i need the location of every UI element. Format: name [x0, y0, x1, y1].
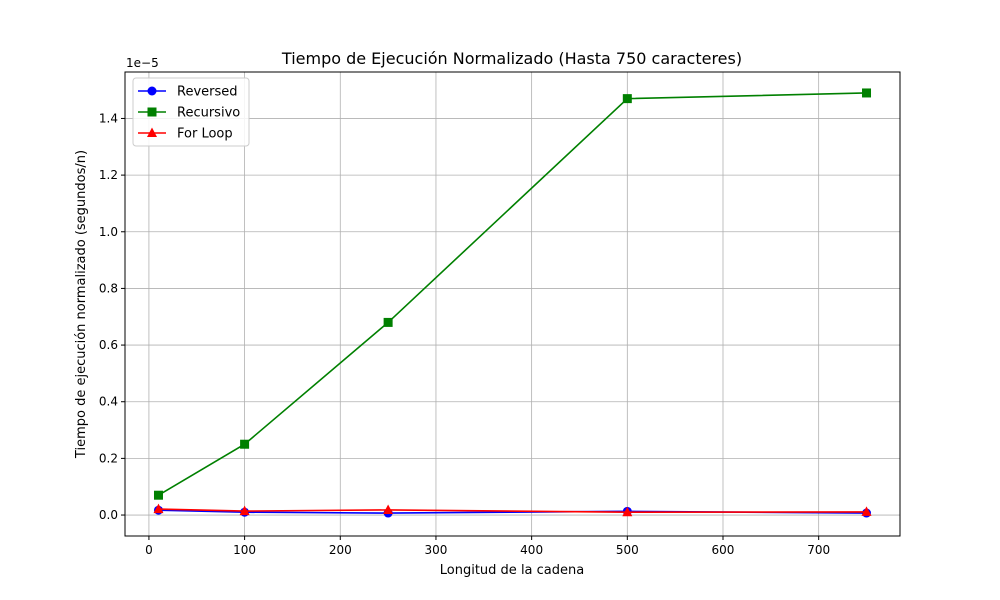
data-point-recursivo — [622, 94, 632, 104]
x-tick-label: 500 — [616, 543, 639, 557]
chart-title: Tiempo de Ejecución Normalizado (Hasta 7… — [281, 49, 742, 68]
y-tick-label: 0.0 — [99, 508, 118, 522]
legend: Reversed Recursivo For Loop — [132, 77, 250, 147]
y-tick-label: 1.2 — [99, 168, 118, 182]
x-tick-label: 200 — [329, 543, 352, 557]
x-axis-label: Longitud de la cadena — [440, 563, 584, 578]
y-tick-label: 1.0 — [99, 225, 118, 239]
y-axis-label: Tiempo de ejecución normalizado (segundo… — [74, 150, 89, 459]
legend-label-for-loop: For Loop — [177, 127, 233, 142]
grid-lines — [125, 72, 900, 536]
y-axis-ticks: 0.0 0.2 0.4 0.6 0.8 1.0 1.2 1.4 — [99, 111, 125, 522]
data-point-recursivo — [153, 490, 163, 500]
legend-marker-for-loop — [147, 127, 157, 137]
series-for-loop — [153, 503, 872, 517]
y-tick-label: 0.6 — [99, 338, 118, 352]
x-tick-label: 700 — [807, 543, 830, 557]
y-tick-label: 0.4 — [99, 395, 118, 409]
data-point-recursivo — [383, 317, 393, 327]
data-point-for-loop — [861, 506, 872, 516]
y-tick-label: 0.8 — [99, 281, 118, 295]
y-offset-label: 1e−5 — [126, 56, 159, 70]
legend-marker-reversed — [147, 86, 157, 96]
data-point-recursivo — [862, 88, 872, 98]
legend-label-recursivo: Recursivo — [177, 106, 240, 121]
data-point-for-loop — [622, 506, 633, 517]
y-tick-label: 1.4 — [99, 111, 118, 125]
data-point-for-loop — [383, 504, 394, 514]
x-tick-label: 0 — [145, 543, 153, 557]
series-recursivo — [153, 88, 872, 500]
data-point-for-loop — [239, 505, 250, 516]
series-line-recursivo — [158, 92, 867, 496]
series-layer — [153, 88, 872, 518]
legend-box — [132, 77, 250, 147]
data-point-for-loop — [153, 503, 164, 514]
x-tick-label: 100 — [233, 543, 256, 557]
x-tick-label: 400 — [520, 543, 543, 557]
legend-marker-recursivo — [147, 107, 157, 117]
x-tick-label: 300 — [425, 543, 448, 557]
plot-frame — [124, 71, 901, 537]
x-tick-label: 600 — [712, 543, 735, 557]
x-axis-ticks: 0 100 200 300 400 500 600 700 — [145, 536, 830, 557]
y-tick-label: 0.2 — [99, 451, 118, 465]
data-point-recursivo — [240, 439, 250, 449]
legend-label-reversed: Reversed — [177, 85, 238, 100]
